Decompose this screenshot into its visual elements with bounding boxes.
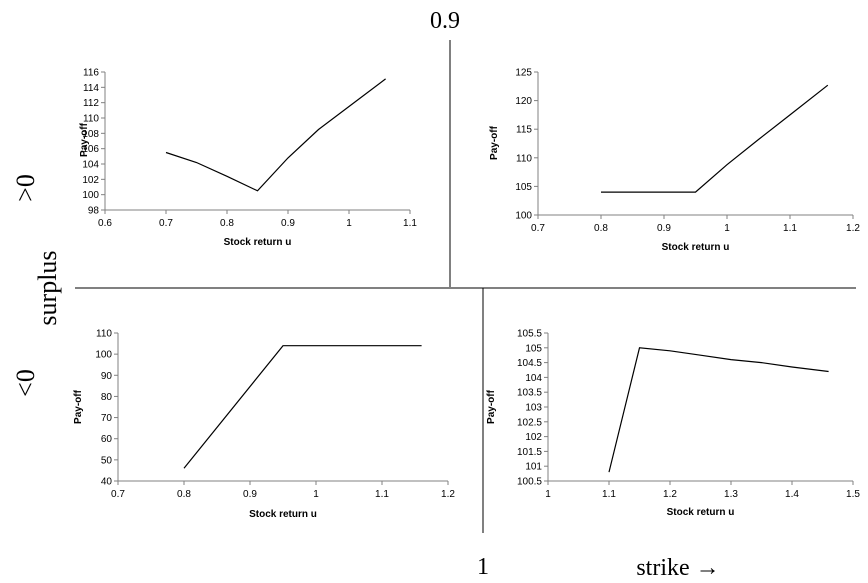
surplus-axis-label: surplus <box>33 250 62 325</box>
y-tick-label: 90 <box>101 371 113 382</box>
x-tick-label: 1.1 <box>602 489 616 500</box>
x-tick-label: 1.4 <box>785 489 799 500</box>
y-tick-label: 105 <box>525 343 542 354</box>
x-tick-label: 0.9 <box>281 218 295 229</box>
x-tick-label: 1.3 <box>724 489 738 500</box>
y-tick-label: 100 <box>515 211 532 222</box>
x-tick-label: 1 <box>545 489 551 500</box>
y-tick-label: 80 <box>101 392 113 403</box>
x-tick-label: 0.8 <box>220 218 234 229</box>
y-tick-label: 100.5 <box>517 477 542 488</box>
x-tick-label: 1.2 <box>846 223 860 234</box>
x-axis-label: Stock return u <box>249 509 317 520</box>
y-tick-label: 104 <box>525 373 542 384</box>
x-tick-label: 0.8 <box>594 223 608 234</box>
x-tick-label: 0.9 <box>243 489 257 500</box>
y-tick-label: 110 <box>96 329 112 340</box>
y-axis-label: Pay-off <box>79 122 90 157</box>
y-tick-label: 115 <box>516 125 532 136</box>
top-strike-label: 0.9 <box>430 8 460 34</box>
y-axis-label: Pay-off <box>489 125 500 160</box>
y-tick-label: 70 <box>101 413 113 424</box>
y-tick-label: 110 <box>516 153 532 164</box>
series-line <box>183 345 422 469</box>
x-tick-label: 0.9 <box>657 223 671 234</box>
x-axis-label: Stock return u <box>667 507 735 518</box>
y-tick-label: 60 <box>101 434 113 445</box>
x-tick-label: 1.2 <box>441 489 455 500</box>
y-tick-label: 103 <box>525 403 542 414</box>
x-axis-label: Stock return u <box>662 242 730 253</box>
y-tick-label: 104.5 <box>517 358 542 369</box>
chart-2: 100 105 110 115 120 125 0.7 0.8 0.9 1 1.1 1.2 Stock … <box>489 68 860 254</box>
y-tick-label: 104 <box>82 160 99 171</box>
y-tick-label: 102 <box>525 432 542 443</box>
charts: 98 100 102 104 106 108 110 112 114 116 0.6 0.7 0.8 0.… <box>73 68 860 521</box>
y-tick-label: 105.5 <box>517 329 542 340</box>
series-line <box>608 347 829 473</box>
surplus-positive-label: >0 <box>11 174 40 202</box>
chart-1: 98 100 102 104 106 108 110 112 114 116 0.6 0.7 0.8 0.… <box>79 68 417 249</box>
y-tick-label: 100 <box>95 350 112 361</box>
x-tick-label: 0.6 <box>98 218 112 229</box>
y-tick-label: 116 <box>83 68 99 79</box>
y-tick-label: 120 <box>515 96 532 107</box>
y-tick-label: 108 <box>82 129 99 140</box>
x-tick-label: 0.7 <box>159 218 173 229</box>
y-tick-label: 105 <box>515 182 532 193</box>
y-tick-label: 101.5 <box>517 447 542 458</box>
y-tick-label: 40 <box>101 477 113 488</box>
x-tick-label: 1 <box>724 223 730 234</box>
chart-4: 100.5 101 101.5 102 102.5 103 103.5 104 104.5 105… <box>486 329 860 519</box>
x-tick-label: 1.2 <box>663 489 677 500</box>
bottom-strike-label: 1 <box>477 554 489 580</box>
chart-3: 40 50 60 70 80 90 100 110 0.7 0.8 0.9 1 1.1 1.2 Stock … <box>73 329 455 521</box>
y-tick-label: 101 <box>525 462 542 473</box>
y-tick-label: 103.5 <box>517 388 542 399</box>
y-tick-label: 112 <box>83 98 99 109</box>
y-tick-label: 110 <box>83 114 99 125</box>
y-tick-label: 98 <box>88 206 100 217</box>
x-tick-label: 0.7 <box>531 223 545 234</box>
y-tick-label: 102.5 <box>517 417 542 428</box>
strike-axis-label: strike → <box>636 555 719 581</box>
y-tick-label: 102 <box>82 175 99 186</box>
series-line <box>165 78 386 192</box>
surplus-negative-label: <0 <box>11 369 40 397</box>
y-tick-label: 106 <box>82 144 99 155</box>
series-line <box>601 84 829 193</box>
x-tick-label: 1 <box>313 489 319 500</box>
x-tick-label: 1.5 <box>846 489 860 500</box>
x-tick-label: 0.7 <box>111 489 125 500</box>
y-axis-label: Pay-off <box>486 389 497 424</box>
y-tick-label: 125 <box>515 68 532 79</box>
x-tick-label: 1.1 <box>783 223 797 234</box>
y-tick-label: 50 <box>101 455 113 466</box>
x-axis-label: Stock return u <box>224 237 292 248</box>
y-tick-label: 100 <box>82 190 99 201</box>
x-tick-label: 1 <box>346 218 352 229</box>
x-tick-label: 1.1 <box>375 489 389 500</box>
x-tick-label: 0.8 <box>177 489 191 500</box>
y-axis-label: Pay-off <box>73 389 84 424</box>
x-tick-label: 1.1 <box>403 218 417 229</box>
y-tick-label: 114 <box>83 83 99 94</box>
